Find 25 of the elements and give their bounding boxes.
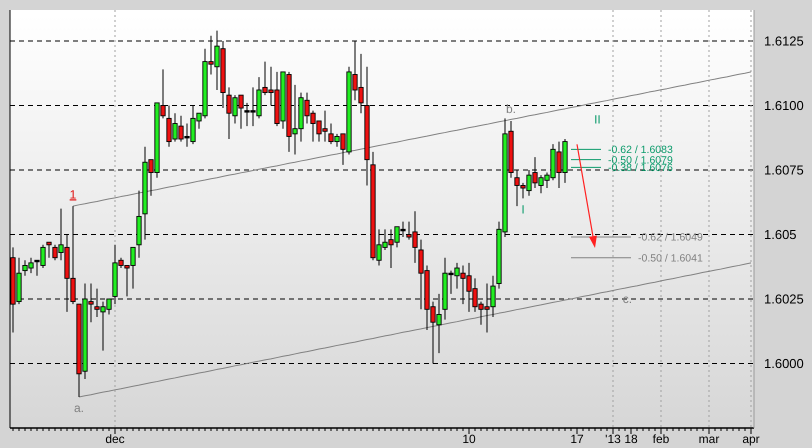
x-tick-label: 18	[624, 432, 638, 446]
y-tick-label: 1.6100	[764, 98, 804, 114]
annotation: I	[521, 202, 525, 217]
x-tick-label: 17	[570, 432, 584, 446]
annotation: -0.62 / 1.6083	[608, 144, 673, 156]
y-tick-label: 1.6000	[764, 356, 804, 372]
annotation: -0.50 / 1.6041	[638, 252, 703, 264]
y-tick-label: 1.6075	[764, 162, 804, 178]
candlestick	[46, 242, 52, 258]
annotation: a.	[74, 401, 84, 416]
annotation: c.	[622, 292, 632, 306]
y-tick-label: 1.605	[764, 227, 797, 242]
x-tick-label: feb	[652, 432, 670, 446]
annotation: II	[594, 112, 601, 127]
x-tick-label: mar	[698, 432, 720, 446]
x-tick-label: '13	[605, 432, 622, 446]
x-tick-label: dec	[105, 432, 125, 446]
x-tick-label: apr	[742, 432, 760, 446]
y-tick-label: 1.6125	[764, 34, 804, 49]
annotation: 1	[70, 187, 77, 202]
x-tick-label: 10	[462, 432, 476, 446]
annotation: b.	[506, 102, 516, 116]
annotation: -0.62 / 1.6049	[638, 232, 703, 244]
y-tick-label: 1.6025	[764, 292, 804, 307]
line-series	[78, 262, 752, 398]
